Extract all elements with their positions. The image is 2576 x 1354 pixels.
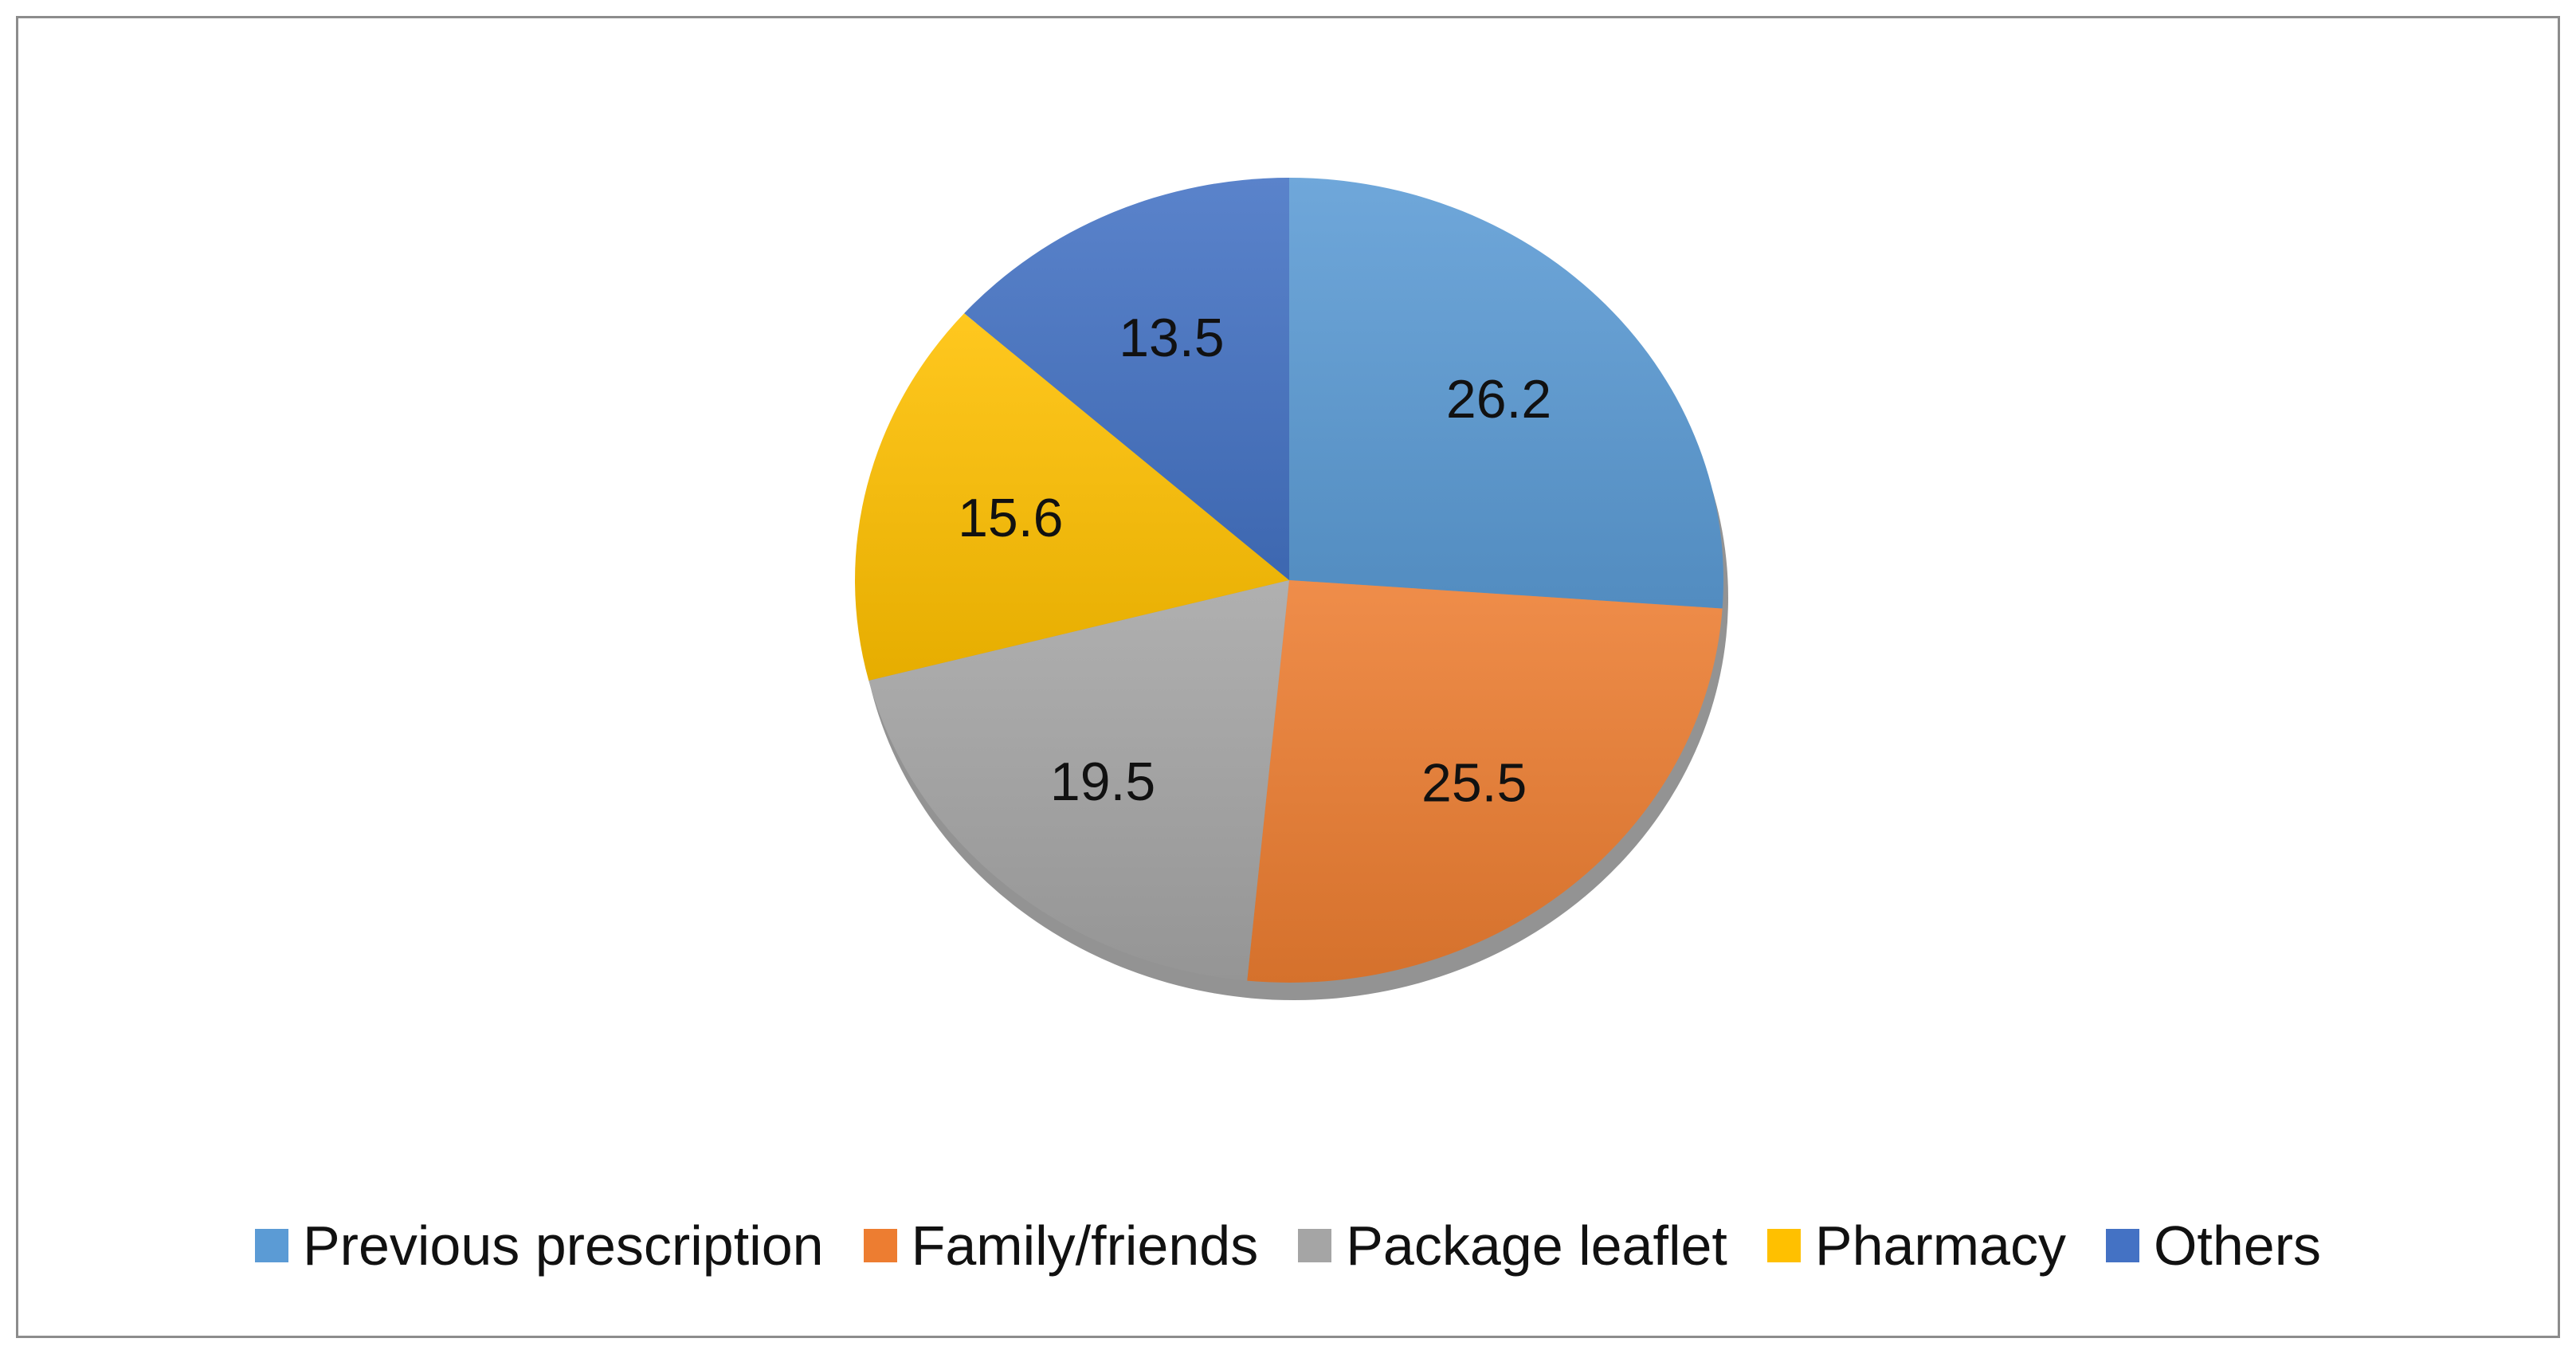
legend-swatch [1298,1229,1332,1262]
data-label-previous-prescription: 26.2 [1446,369,1551,430]
legend-swatch [2105,1229,2139,1262]
legend: Previous prescription Family/friends Pac… [18,1214,2558,1277]
chart-frame: 26.2 25.5 19.5 15.6 13.5 Previous prescripti… [16,16,2560,1338]
pie-slice-others [964,178,1289,580]
data-label-family-friends: 25.5 [1421,753,1527,814]
pie-slice-pharmacy [854,313,1289,681]
legend-item-others: Others [2105,1214,2322,1277]
pie-slice-package-leaflet [868,580,1289,981]
legend-swatch [254,1229,288,1262]
pie-data-labels: 26.2 25.5 19.5 15.6 13.5 [958,308,1551,814]
legend-item-pharmacy: Pharmacy [1766,1214,2066,1277]
legend-label: Previous prescription [302,1215,824,1277]
legend-swatch [1766,1229,1801,1262]
data-label-others: 13.5 [1119,308,1224,368]
legend-label: Pharmacy [1814,1215,2066,1277]
pie-slices [854,178,1724,983]
legend-label: Others [2153,1215,2322,1277]
legend-item-previous-prescription: Previous prescription [254,1214,824,1277]
legend-item-family-friends: Family/friends [863,1214,1259,1277]
legend-item-package-leaflet: Package leaflet [1298,1214,1727,1277]
pie-chart: 26.2 25.5 19.5 15.6 13.5 [854,178,1728,1000]
legend-label: Package leaflet [1346,1215,1727,1277]
data-label-pharmacy: 15.6 [958,488,1063,548]
legend-label: Family/friends [911,1215,1259,1277]
pie-slice-family-friends [1247,580,1723,983]
pie-slice-previous-prescription [1289,178,1724,609]
data-label-package-leaflet: 19.5 [1050,752,1155,812]
legend-swatch [863,1229,897,1262]
